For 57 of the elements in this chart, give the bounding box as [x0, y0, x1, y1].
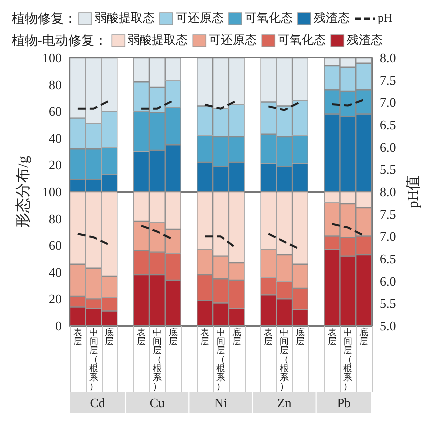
text: Cu	[150, 396, 166, 410]
y2-tick-label: 8.0	[380, 50, 396, 66]
y-tick-label: 20	[49, 292, 62, 307]
legend-label: 弱酸提取态	[128, 33, 188, 47]
legend-label: 残渣态	[314, 11, 350, 25]
legend-label: 可还原态	[176, 11, 224, 25]
x-tick-label: 中间层（根系）	[89, 328, 98, 392]
y2-axis-title: pH值	[406, 175, 422, 209]
x-tick-label: 底层	[296, 328, 305, 346]
y-tick-label: 0	[56, 318, 62, 334]
y2-tick-label: 6.0	[380, 274, 396, 289]
x-tick-label: 表层	[137, 328, 146, 346]
y-tick-label: 80	[49, 211, 62, 226]
x-tick-label: 中间层（根系）	[216, 328, 226, 392]
legend-label: 残渣态	[347, 33, 384, 47]
legend-label: 弱酸提取态	[95, 11, 155, 25]
y-tick-label: 60	[49, 238, 62, 254]
y2-tick-label: 7.5	[380, 72, 396, 88]
y-tick-label: 80	[49, 77, 62, 92]
y2-tick-label: 6.0	[380, 140, 396, 155]
y-tick-label: 60	[49, 104, 62, 120]
x-tick-label: 底层	[105, 328, 114, 346]
x-tick-label: 表层	[200, 328, 210, 346]
x-tick-label: 表层	[264, 328, 274, 346]
x-tick-label: 中间层（根系）	[344, 328, 353, 392]
legend-label: 可还原态	[209, 33, 258, 47]
y2-tick-label: 7.0	[380, 229, 396, 244]
x-tick-label: 底层	[232, 328, 242, 346]
y-axis-title: 形态分布/g	[15, 156, 32, 228]
text: Pb	[337, 396, 352, 410]
x-tick-label: 中间层（根系）	[152, 328, 162, 392]
text: Cd	[90, 396, 106, 410]
legend-label: 可氧化态	[245, 11, 293, 25]
y2-tick-label: 7.0	[380, 95, 396, 110]
y-tick-label: 40	[49, 130, 62, 146]
legend-label: pH	[378, 11, 393, 25]
y2-tick-label: 6.5	[380, 252, 396, 266]
text: Ni	[214, 396, 228, 410]
y2-tick-label: 6.5	[380, 118, 396, 132]
legend-label: 可氧化态	[278, 33, 326, 47]
y2-tick-label: 7.5	[380, 206, 396, 222]
x-tick-label: 中间层（根系）	[280, 328, 290, 392]
x-tick-label: 表层	[328, 328, 337, 346]
y2-tick-label: 5.5	[380, 296, 396, 312]
x-tick-label: 底层	[360, 328, 369, 346]
y-tick-label: 20	[49, 158, 62, 173]
y-tick-label: 40	[49, 264, 62, 280]
x-tick-label: 底层	[168, 328, 178, 346]
legend-title: 植物-电动修复：	[12, 33, 108, 48]
y2-tick-label: 8.0	[380, 184, 396, 200]
x-tick-label: 表层	[73, 328, 82, 346]
text: Zn	[277, 396, 292, 410]
legend-title: 植物修复：	[12, 11, 77, 26]
y-tick-label: 100	[42, 50, 62, 66]
y-tick-label: 100	[42, 184, 62, 200]
y2-tick-label: 5.5	[380, 162, 396, 178]
y2-tick-label: 5.0	[380, 318, 396, 334]
